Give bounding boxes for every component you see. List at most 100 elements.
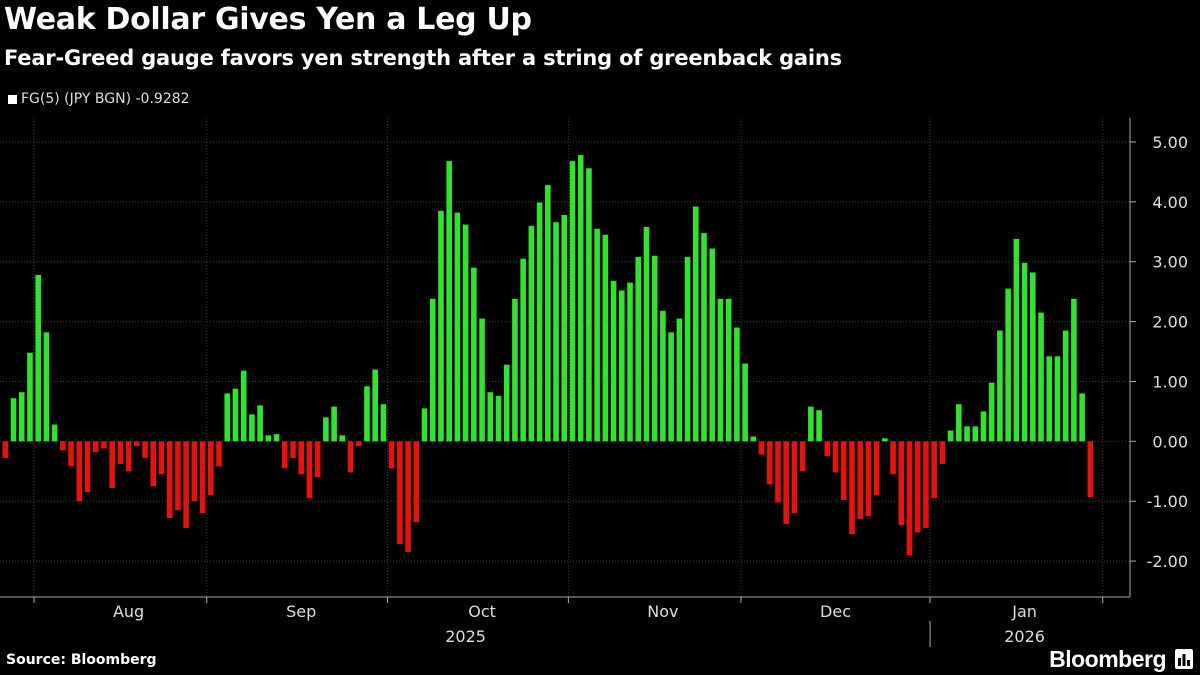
bar <box>158 441 165 475</box>
bar <box>298 441 305 475</box>
bar <box>446 161 452 442</box>
bar <box>273 434 280 442</box>
bar <box>775 441 781 503</box>
legend-label: FG(5) (JPY BGN) -0.9282 <box>21 91 190 107</box>
bar <box>92 441 99 453</box>
bar <box>849 441 855 535</box>
y-tick-label: 0.00 <box>1152 432 1188 451</box>
bar <box>939 441 946 465</box>
bar <box>142 441 148 459</box>
bar <box>980 411 987 442</box>
bar <box>314 441 321 478</box>
bar <box>692 206 699 442</box>
bar <box>438 210 444 442</box>
bar <box>536 202 543 442</box>
bar <box>750 436 757 442</box>
chart-title: Weak Dollar Gives Yen a Leg Up <box>4 2 532 37</box>
bar <box>429 298 436 442</box>
bar <box>857 441 863 520</box>
bar <box>660 310 666 442</box>
bar <box>1005 288 1011 442</box>
bar <box>816 410 822 442</box>
bar <box>216 441 222 467</box>
bar <box>60 441 66 451</box>
bar <box>643 226 650 442</box>
bar <box>931 441 937 499</box>
bar <box>997 330 1003 442</box>
bar <box>1079 393 1085 442</box>
bar <box>742 363 748 442</box>
bar <box>2 441 9 459</box>
bar <box>224 393 231 442</box>
bar <box>791 441 798 514</box>
bar <box>240 370 247 442</box>
bar <box>709 248 716 442</box>
bar <box>175 441 181 511</box>
bar <box>471 267 477 442</box>
bar <box>651 255 658 442</box>
bar <box>832 441 839 473</box>
y-tick-label: 3.00 <box>1152 253 1188 272</box>
x-year-label: 2026 <box>1004 627 1045 646</box>
x-month-label: Aug <box>113 602 144 621</box>
bar <box>586 168 592 442</box>
bar <box>372 369 378 442</box>
bar <box>725 298 732 442</box>
bar <box>397 441 403 545</box>
bar <box>577 155 584 442</box>
bar <box>873 441 880 496</box>
bar <box>281 441 288 469</box>
x-month-label: Jan <box>1011 602 1037 621</box>
bar <box>766 441 773 485</box>
bar <box>964 426 970 442</box>
bar <box>668 332 674 442</box>
bar <box>150 441 157 487</box>
bar <box>602 234 609 442</box>
bar <box>520 258 526 442</box>
bar <box>183 441 189 529</box>
bar <box>1030 272 1036 442</box>
bar <box>10 398 17 442</box>
bar <box>232 388 239 442</box>
bar <box>758 441 765 455</box>
axes: Aug Sep Oct Nov Dec Jan 2025 2026 5.00 4.00 3.00 2.… <box>0 118 1188 647</box>
bar <box>561 214 568 442</box>
bar <box>627 282 633 442</box>
bar <box>125 441 132 472</box>
bar <box>898 441 905 526</box>
bar <box>717 298 724 442</box>
bar <box>339 435 346 442</box>
bar <box>35 274 41 442</box>
bar <box>594 228 600 442</box>
bar <box>208 441 214 496</box>
bar <box>906 441 913 556</box>
y-tick-label: 4.00 <box>1152 193 1188 212</box>
bar <box>306 441 313 499</box>
bar <box>553 222 559 442</box>
bar <box>865 441 872 517</box>
bar <box>1013 238 1020 442</box>
legend-swatch <box>8 94 17 104</box>
bar <box>487 392 494 442</box>
chart-legend: FG(5) (JPY BGN) -0.9282 <box>8 91 190 107</box>
bar <box>1054 356 1061 442</box>
bar <box>421 408 428 442</box>
bar <box>380 404 387 442</box>
bar <box>947 430 954 442</box>
bar <box>405 441 411 553</box>
bloomberg-chart-icon <box>1175 649 1193 669</box>
y-tick-label: 1.00 <box>1152 372 1188 391</box>
bar <box>503 364 510 442</box>
bar <box>684 256 691 442</box>
bar <box>76 441 83 502</box>
y-tick-label: -1.00 <box>1147 492 1188 511</box>
bar <box>43 332 50 442</box>
bar <box>824 441 831 457</box>
bar <box>1062 330 1069 442</box>
bar <box>495 395 502 442</box>
bar <box>988 382 995 442</box>
bar <box>199 441 206 514</box>
source-note: Source: Bloomberg <box>6 652 157 668</box>
bar <box>676 318 683 442</box>
